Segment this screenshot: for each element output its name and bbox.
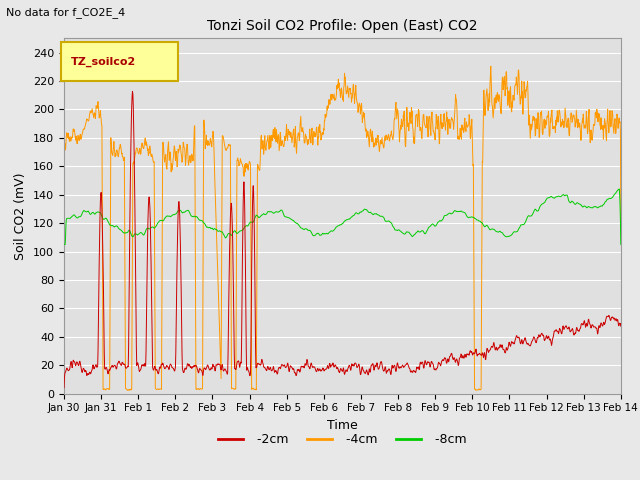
Text: No data for f_CO2E_4: No data for f_CO2E_4 (6, 7, 125, 18)
Y-axis label: Soil CO2 (mV): Soil CO2 (mV) (15, 172, 28, 260)
X-axis label: Time: Time (327, 419, 358, 432)
FancyBboxPatch shape (61, 42, 178, 81)
Legend:  -2cm,  -4cm,  -8cm: -2cm, -4cm, -8cm (213, 428, 472, 451)
Title: Tonzi Soil CO2 Profile: Open (East) CO2: Tonzi Soil CO2 Profile: Open (East) CO2 (207, 19, 477, 33)
Text: TZ_soilco2: TZ_soilco2 (70, 56, 136, 67)
